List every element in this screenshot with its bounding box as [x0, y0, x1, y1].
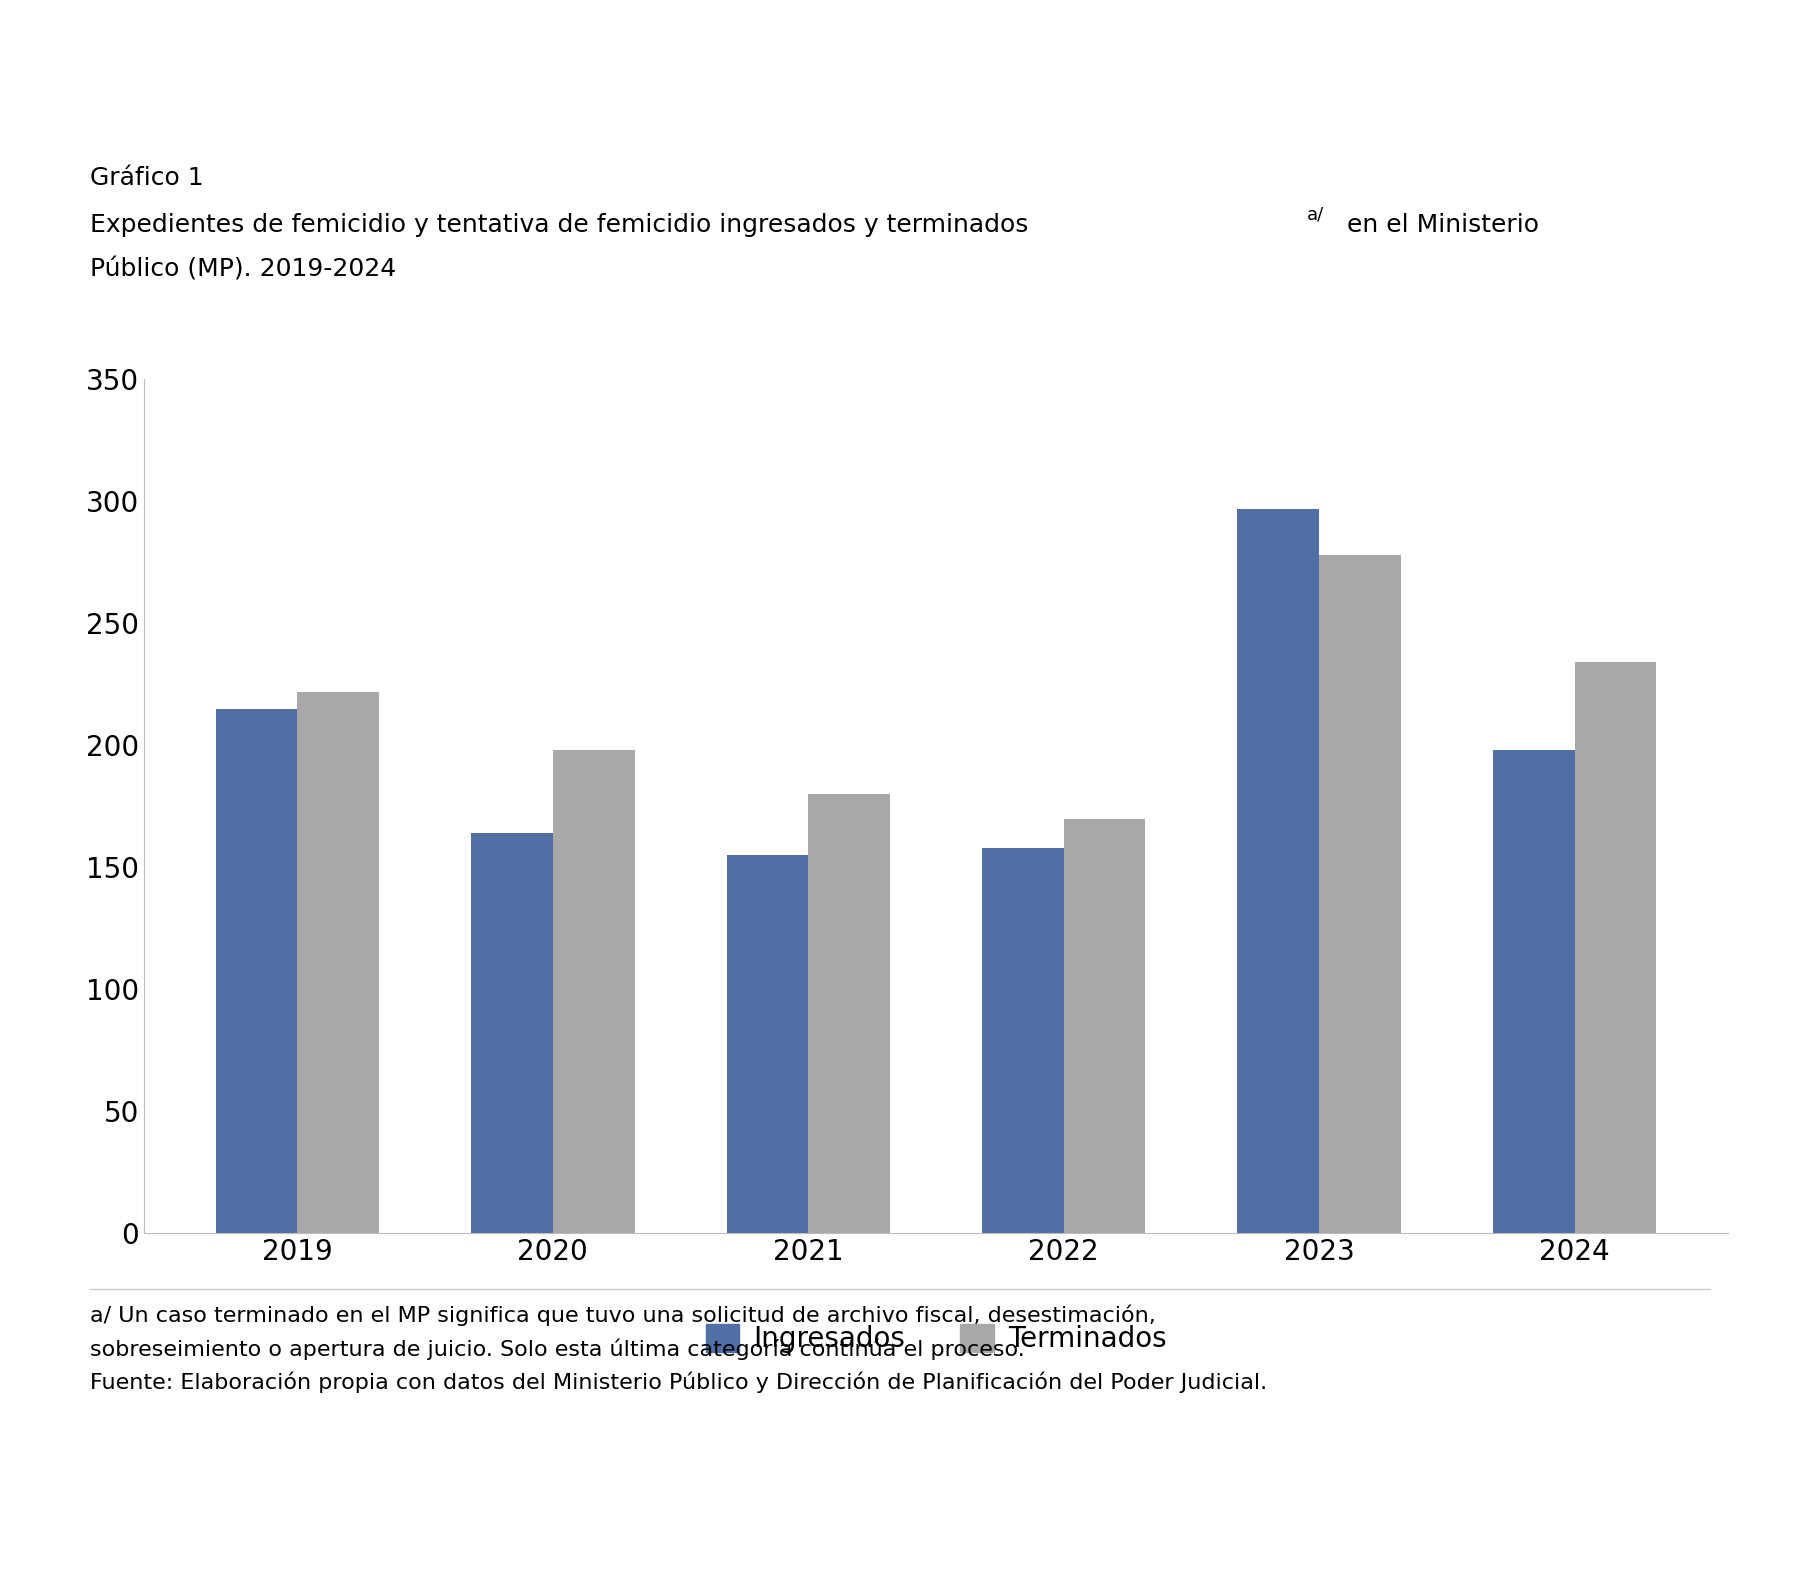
Text: Gráfico 1: Gráfico 1 [90, 166, 203, 190]
Bar [727, 855, 808, 1233]
Bar [1237, 509, 1319, 1233]
Bar [1492, 751, 1575, 1233]
Text: en el Ministerio: en el Ministerio [1339, 213, 1539, 237]
Bar [808, 794, 889, 1233]
Bar [1064, 819, 1145, 1233]
Bar [472, 833, 553, 1233]
Text: Expedientes de femicidio y tentativa de femicidio ingresados y terminados: Expedientes de femicidio y tentativa de … [90, 213, 1028, 237]
Bar [216, 708, 297, 1233]
Bar [1319, 555, 1400, 1233]
Bar [553, 751, 635, 1233]
Bar [983, 847, 1064, 1233]
Bar [1575, 662, 1656, 1233]
Legend: Ingresados, Terminados: Ingresados, Terminados [695, 1312, 1177, 1364]
Text: Público (MP). 2019-2024: Público (MP). 2019-2024 [90, 258, 396, 281]
Bar [297, 691, 380, 1233]
Text: a/ Un caso terminado en el MP significa que tuvo una solicitud de archivo fiscal: a/ Un caso terminado en el MP significa … [90, 1304, 1267, 1393]
Text: a/: a/ [1307, 206, 1325, 223]
